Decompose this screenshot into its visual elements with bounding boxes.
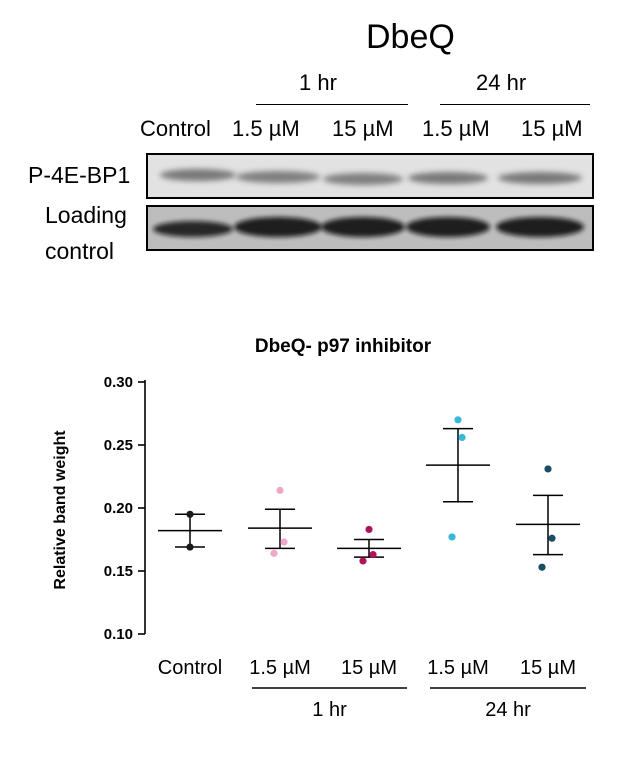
x-category-label: Control (158, 657, 222, 679)
blot-lane-1hr-15: 15 µM (332, 116, 394, 141)
y-tick-label: 0.15 (104, 563, 133, 580)
data-point (365, 525, 373, 534)
data-point (448, 533, 456, 541)
data-point (454, 416, 462, 424)
blot-group-rule-1hr (256, 104, 408, 105)
data-point (369, 551, 377, 559)
blot-lane-24hr-15: 15 µM (521, 116, 583, 141)
chart-title: DbeQ- p97 inhibitor (255, 336, 432, 357)
blot-bands-loading (148, 207, 592, 249)
x-group-label: 24 hr (485, 699, 531, 721)
scatter-chart: DbeQ- p97 inhibitor Relative band weight… (52, 336, 586, 721)
blot-row-label-p4ebp1: P-4E-BP1 (28, 162, 131, 188)
data-point (186, 510, 194, 518)
data-point (458, 433, 466, 442)
data-point (280, 538, 288, 546)
data-point (186, 543, 194, 551)
y-axis-label: Relative band weight (52, 430, 69, 590)
blot-strip-p4ebp1 (146, 153, 594, 199)
blot-lane-24hr-1p5: 1.5 µM (422, 116, 490, 141)
y-tick-label: 0.30 (104, 374, 133, 391)
blot-group-label-24hr: 24 hr (476, 70, 527, 95)
data-point (359, 557, 367, 565)
y-tick-label: 0.25 (104, 437, 133, 454)
blot-title: DbeQ (366, 18, 455, 56)
blot-group-rule-24hr (440, 104, 590, 105)
data-point (270, 549, 278, 557)
y-tick-label: 0.10 (104, 626, 133, 643)
blot-lane-control: Control (140, 116, 211, 141)
data-point (276, 486, 284, 494)
blot-group-label-1hr: 1 hr (299, 70, 337, 95)
data-point (544, 465, 552, 473)
blot-row-label-loading: Loading (45, 202, 127, 228)
blot-strip-loading (146, 205, 594, 251)
x-category-label: 1.5 µM (249, 657, 311, 679)
data-point (538, 563, 546, 571)
x-group-label: 1 hr (312, 699, 347, 721)
y-tick-label: 0.20 (104, 500, 133, 517)
x-category-label: 15 µM (341, 657, 397, 679)
data-point (548, 534, 556, 542)
blot-lane-1hr-1p5: 1.5 µM (232, 116, 300, 141)
blot-bands-p4ebp1 (160, 169, 582, 185)
x-category-label: 15 µM (520, 657, 576, 679)
blot-row-label-control: control (45, 238, 115, 264)
x-category-label: 1.5 µM (427, 657, 489, 679)
